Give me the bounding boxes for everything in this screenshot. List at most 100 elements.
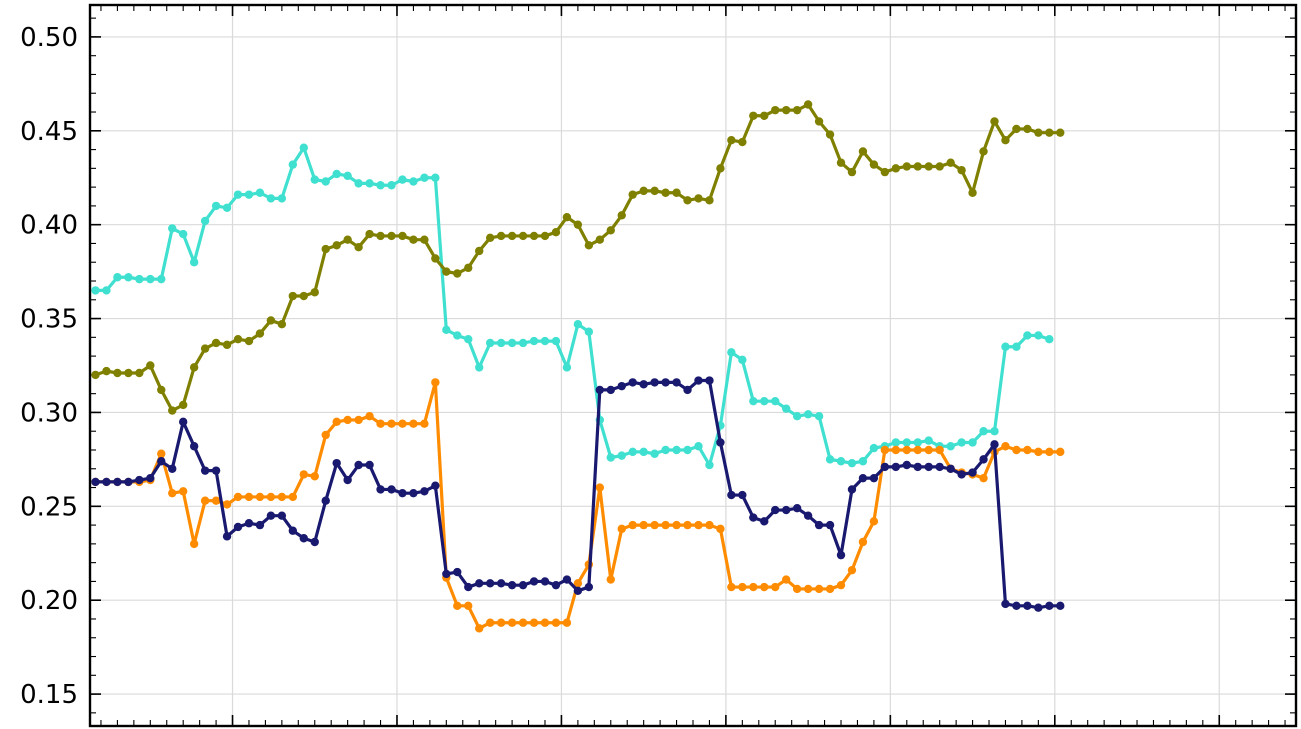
data-point bbox=[880, 167, 890, 177]
data-point bbox=[672, 520, 681, 530]
data-point bbox=[124, 368, 133, 378]
data-point bbox=[113, 273, 122, 282]
data-point bbox=[200, 344, 210, 353]
data-point bbox=[475, 363, 484, 372]
data-point bbox=[738, 582, 747, 592]
data-point bbox=[376, 485, 385, 494]
series-layer bbox=[91, 100, 1065, 633]
data-point bbox=[157, 449, 166, 458]
data-point bbox=[387, 231, 396, 241]
data-point bbox=[420, 235, 429, 244]
data-point bbox=[485, 618, 495, 627]
data-point bbox=[979, 147, 988, 156]
data-point bbox=[146, 361, 155, 370]
data-point bbox=[321, 496, 330, 505]
data-point bbox=[891, 438, 901, 447]
data-point bbox=[924, 162, 933, 171]
data-point bbox=[628, 378, 637, 387]
data-point bbox=[902, 445, 911, 455]
data-point bbox=[979, 473, 988, 483]
data-point bbox=[738, 490, 747, 500]
data-point bbox=[518, 231, 528, 241]
data-point bbox=[496, 231, 506, 241]
data-point bbox=[343, 235, 352, 244]
data-point bbox=[1045, 128, 1054, 137]
data-point bbox=[836, 550, 846, 560]
data-point bbox=[540, 618, 550, 627]
data-point bbox=[803, 410, 813, 419]
data-point bbox=[376, 419, 385, 428]
y-tick-labels: 0.15 0.20 0.25 0.30 0.35 0.40 0.45 0.50 bbox=[20, 23, 78, 710]
data-point bbox=[431, 254, 440, 263]
data-point bbox=[365, 179, 374, 188]
data-point bbox=[760, 582, 769, 592]
data-point bbox=[562, 575, 572, 584]
data-point bbox=[518, 580, 528, 590]
data-point bbox=[310, 288, 319, 297]
data-point bbox=[255, 329, 265, 338]
data-point bbox=[1056, 447, 1065, 457]
data-point bbox=[968, 188, 977, 197]
data-point bbox=[343, 171, 352, 181]
data-point bbox=[705, 196, 714, 205]
data-point bbox=[288, 160, 298, 169]
data-point bbox=[650, 378, 659, 387]
data-point bbox=[573, 586, 583, 596]
data-point bbox=[836, 457, 846, 466]
data-point bbox=[1034, 603, 1043, 612]
data-point bbox=[683, 196, 692, 205]
data-point bbox=[1001, 342, 1010, 351]
data-point bbox=[551, 580, 561, 590]
data-point bbox=[310, 472, 319, 481]
data-point bbox=[990, 440, 999, 449]
data-point bbox=[464, 601, 473, 611]
data-point bbox=[836, 158, 846, 167]
data-point bbox=[902, 162, 911, 171]
data-point bbox=[771, 505, 780, 515]
data-point bbox=[529, 577, 539, 586]
data-point bbox=[288, 526, 298, 535]
data-point bbox=[453, 567, 462, 577]
data-point bbox=[705, 376, 714, 385]
data-point bbox=[135, 274, 144, 284]
data-point bbox=[507, 580, 517, 590]
data-point bbox=[595, 483, 605, 492]
data-point bbox=[727, 135, 736, 145]
data-point bbox=[299, 291, 308, 301]
data-point bbox=[178, 487, 188, 496]
data-point bbox=[168, 488, 177, 498]
data-point bbox=[91, 477, 100, 487]
data-point bbox=[869, 443, 879, 453]
data-point bbox=[200, 496, 210, 505]
data-point bbox=[803, 584, 813, 594]
data-point bbox=[814, 584, 824, 594]
data-point bbox=[1056, 601, 1065, 611]
data-point bbox=[266, 492, 276, 502]
data-point bbox=[420, 487, 429, 496]
data-point bbox=[891, 164, 901, 173]
data-point bbox=[606, 226, 615, 235]
data-point bbox=[792, 504, 802, 513]
data-point bbox=[606, 385, 615, 395]
plot-frame bbox=[88, 3, 1298, 728]
data-point bbox=[694, 376, 703, 385]
data-point bbox=[310, 537, 319, 547]
data-point bbox=[420, 173, 429, 182]
data-point bbox=[211, 338, 221, 348]
data-point bbox=[858, 147, 868, 156]
data-point bbox=[979, 427, 988, 436]
data-point bbox=[1012, 342, 1021, 351]
data-point bbox=[694, 194, 703, 203]
data-point bbox=[683, 520, 692, 530]
data-point bbox=[672, 378, 681, 387]
data-point bbox=[464, 263, 473, 273]
data-point bbox=[398, 175, 407, 184]
data-point bbox=[814, 412, 824, 421]
data-point bbox=[343, 415, 352, 425]
data-point bbox=[354, 179, 363, 188]
data-point bbox=[409, 488, 418, 498]
y-tick-label: 0.30 bbox=[20, 398, 78, 428]
data-point bbox=[376, 181, 385, 190]
data-point bbox=[946, 464, 955, 473]
